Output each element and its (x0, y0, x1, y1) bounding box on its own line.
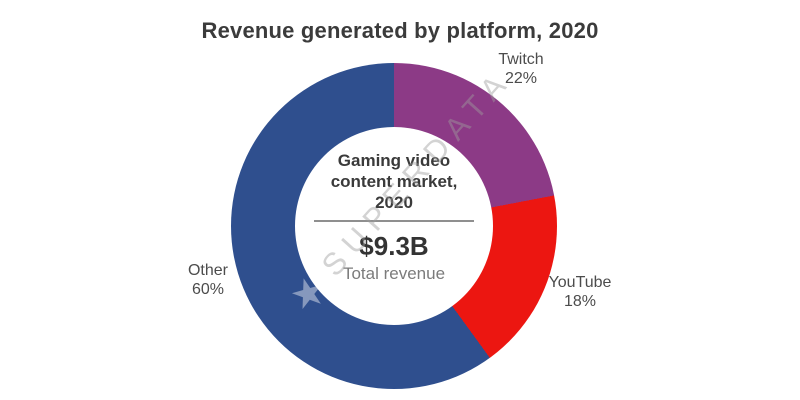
center-divider (314, 220, 474, 222)
slice-label-other: Other 60% (163, 262, 253, 299)
total-revenue-caption: Total revenue (342, 264, 446, 283)
center-label: Gaming video content market, 2020 (330, 151, 458, 212)
slice-label-youtube: YouTube 18% (535, 274, 625, 311)
total-revenue-value: $9.3B (359, 231, 429, 261)
slice-label-name: Other (187, 262, 228, 279)
slice-label-twitch: Twitch 22% (476, 51, 566, 88)
donut-hole: Gaming video content market, 2020 $9.3B … (295, 127, 493, 325)
slice-label-percent: 22% (504, 70, 538, 87)
slice-label-name: Twitch (498, 51, 544, 68)
donut-chart: Gaming video content market, 2020 $9.3B … (231, 63, 557, 389)
slice-label-name: YouTube (548, 274, 612, 291)
chart-title: Revenue generated by platform, 2020 (201, 18, 599, 43)
slice-label-percent: 60% (191, 281, 225, 298)
slice-label-percent: 18% (563, 293, 597, 310)
